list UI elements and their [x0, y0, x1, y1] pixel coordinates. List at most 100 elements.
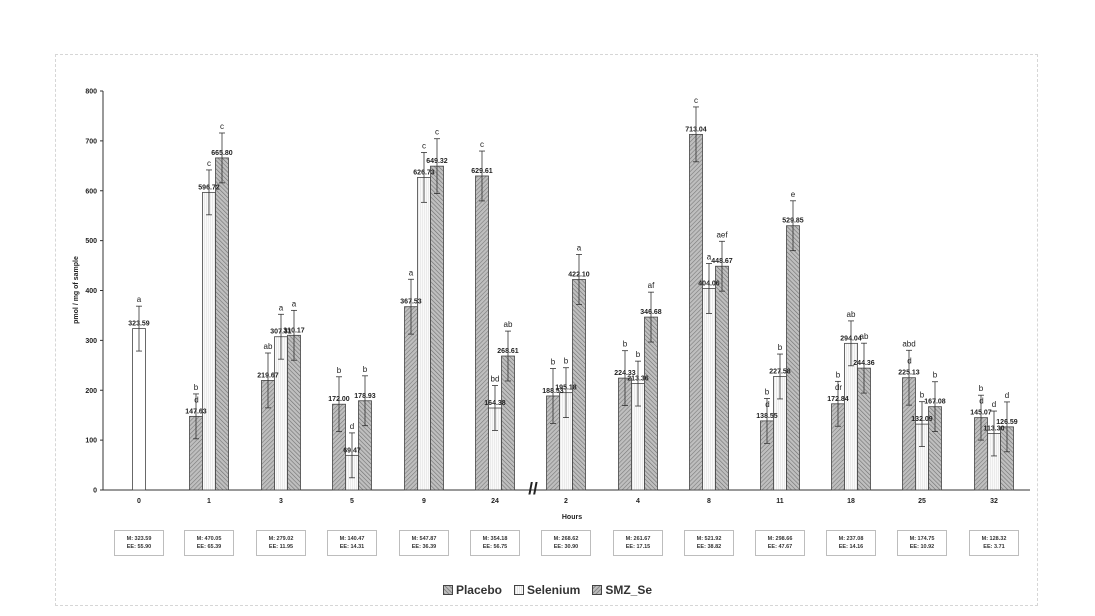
significance-letter-selenium: c	[207, 159, 211, 168]
x-tick-label: 2	[564, 498, 568, 505]
stat-box-error: EE: 38.82	[696, 544, 722, 550]
value-label-selenium: 307.31	[270, 329, 292, 336]
value-label-smz-se: 448.67	[711, 258, 733, 265]
value-label-smz-se: 178.93	[354, 393, 376, 400]
value-label-selenium: 294.04	[840, 335, 862, 342]
stat-box-mean: M: 128.32	[981, 536, 1007, 542]
significance-letter-placebo: b	[836, 370, 841, 379]
significance-letter-placebo: b	[623, 340, 628, 349]
significance-letter-smz-se: c	[435, 128, 439, 137]
bar-placebo-24	[475, 175, 489, 491]
y-tick-label: 500	[85, 238, 97, 245]
stat-box: M: 354.18 EE: 56.75	[470, 530, 520, 556]
significance-letter-placebo: c	[694, 96, 698, 105]
value-label-selenium: 227.58	[769, 368, 791, 375]
value-label-selenium: 69.47	[343, 447, 361, 454]
x-tick-label: 18	[847, 498, 855, 505]
legend-item-selenium: Selenium	[513, 583, 581, 597]
stat-box-error: EE: 14.31	[339, 544, 365, 550]
stat-box-error: EE: 14.16	[838, 544, 864, 550]
stat-box-mean: M: 470.05	[196, 536, 222, 542]
stat-box: M: 140.47 EE: 14.31	[327, 530, 377, 556]
stat-box-error: EE: 55.90	[126, 544, 152, 550]
significance-letter-selenium: b	[564, 357, 569, 366]
significance-letter-smz-se: d	[1005, 391, 1009, 400]
significance-letter-smz-se: ab	[860, 332, 869, 341]
significance-letter-selenium: c	[422, 141, 426, 150]
value-label-placebo: 367.53	[400, 299, 422, 306]
significance-letter-smz-se: b	[933, 371, 938, 380]
bar-selenium-3	[274, 336, 288, 491]
significance-letter-selenium: bd	[491, 375, 500, 384]
value-label-smz-se: 529.85	[782, 218, 804, 225]
value-label-smz-se: 126.59	[996, 419, 1018, 426]
value-label-placebo: 219.67	[257, 372, 279, 379]
stat-box-error: EE: 11.95	[268, 544, 294, 550]
value-label-placebo: 138.55	[756, 413, 778, 420]
value-label-selenium: 132.09	[911, 416, 933, 423]
value-label-smz-se: 346.68	[640, 309, 662, 316]
bar-smz-se-4	[644, 316, 658, 491]
stat-box-mean: M: 268.62	[553, 536, 579, 542]
significance-letter-smz-se: aef	[716, 230, 728, 239]
value-label-selenium: 404.06	[698, 280, 720, 287]
stat-box-mean: M: 174.75	[909, 536, 935, 542]
y-tick-label: 300	[85, 338, 97, 345]
significance-letter-smz-se: a	[577, 244, 582, 253]
stat-box: M: 521.92 EE: 38.82	[684, 530, 734, 556]
bar-smz-se-9	[430, 165, 444, 491]
significance-letter-selenium: d	[350, 422, 354, 431]
stat-box-mean: M: 261.67	[625, 536, 651, 542]
significance-letter-secondary: d	[765, 400, 769, 409]
y-tick-label: 700	[85, 138, 97, 145]
significance-letter-smz-se: e	[791, 190, 796, 199]
significance-letter-smz-se: b	[363, 365, 368, 374]
bar-placebo-8	[689, 133, 703, 491]
x-tick-label: 4	[636, 498, 640, 505]
stat-box: M: 268.62 EE: 30.90	[541, 530, 591, 556]
x-tick-label: 25	[918, 498, 926, 505]
significance-letter-placebo: a	[409, 268, 414, 277]
value-label-smz-se: 310.17	[283, 327, 305, 334]
significance-letter-placebo: abd	[902, 339, 915, 348]
value-label-selenium: 164.38	[484, 400, 506, 407]
stat-box-mean: M: 298.66	[767, 536, 793, 542]
significance-letter-smz-se: ab	[504, 320, 513, 329]
bar-smz-se-1	[215, 157, 229, 491]
bar-baseline-hour-0	[132, 328, 146, 491]
significance-letter-secondary: dr	[835, 383, 842, 392]
x-tick-label: 0	[137, 498, 141, 505]
significance-letter-baseline: a	[137, 295, 142, 304]
stat-box-mean: M: 354.18	[482, 536, 508, 542]
x-tick-label: 8	[707, 498, 711, 505]
y-tick-label: 600	[85, 188, 97, 195]
significance-letter-smz-se: af	[648, 281, 655, 290]
x-tick-label: 5	[350, 498, 354, 505]
significance-letter-selenium: a	[707, 253, 712, 262]
value-label-placebo: 225.13	[898, 370, 920, 377]
legend-label-selenium: Selenium	[526, 583, 581, 597]
value-label-baseline: 323.59	[128, 321, 150, 328]
value-label-selenium: 626.73	[413, 169, 435, 176]
significance-letter-placebo: b	[979, 384, 984, 393]
axis-break-mark: //	[528, 479, 538, 498]
significance-letter-selenium: b	[778, 343, 783, 352]
bar-selenium-9	[417, 177, 431, 491]
significance-letter-selenium: b	[636, 350, 641, 359]
significance-letter-placebo: c	[480, 140, 484, 149]
significance-letter-selenium: b	[920, 391, 925, 400]
value-label-placebo: 172.84	[827, 396, 849, 403]
legend-label-placebo: Placebo	[455, 583, 502, 597]
legend-item-smz-se: SMZ_Se	[592, 583, 652, 597]
value-label-placebo: 172.00	[328, 396, 350, 403]
stat-box-error: EE: 65.39	[196, 544, 222, 550]
stat-box: M: 323.59 EE: 55.90	[114, 530, 164, 556]
significance-letter-placebo: b	[765, 387, 770, 396]
legend: Placebo Selenium SMZ_Se	[0, 583, 1095, 597]
bar-selenium-8	[702, 288, 716, 491]
y-tick-label: 100	[85, 438, 97, 445]
stat-box-mean: M: 547.87	[411, 536, 437, 542]
value-label-smz-se: 244.36	[853, 360, 875, 367]
y-axis-label: pmol / mg of sample	[73, 256, 80, 324]
